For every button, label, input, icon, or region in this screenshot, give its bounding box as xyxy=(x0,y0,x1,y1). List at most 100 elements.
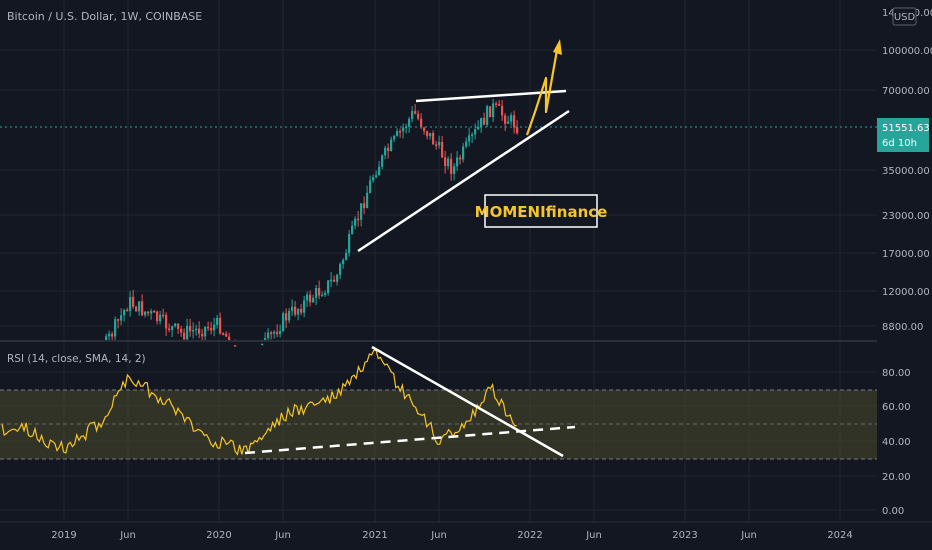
time-tick-jun-2019: Jun xyxy=(119,530,136,541)
candle-body xyxy=(351,225,354,235)
candle-body xyxy=(375,175,378,178)
candle-body xyxy=(282,313,285,332)
candle-body xyxy=(123,309,126,316)
candle-body xyxy=(444,157,447,167)
price-tick-17000: 17000.00 xyxy=(882,249,930,260)
candle-body xyxy=(207,326,210,329)
candle-body xyxy=(309,294,312,303)
candle-body xyxy=(486,106,489,125)
price-axis[interactable]: 140000.00 USD 100000.00 70000.00 35000.0… xyxy=(877,0,932,550)
candle-body xyxy=(234,345,237,347)
candle-body xyxy=(336,274,339,282)
candle-body xyxy=(222,333,225,335)
candle-body xyxy=(474,129,477,135)
candle-body xyxy=(504,115,507,124)
candle-body xyxy=(267,332,270,339)
candle-body xyxy=(342,259,345,265)
candle-body xyxy=(483,117,486,125)
candle-body xyxy=(426,131,429,137)
price-tick-12000: 12000.00 xyxy=(882,287,930,298)
rsi-line xyxy=(1,349,517,456)
candle-body xyxy=(264,338,267,340)
candle-body xyxy=(345,252,348,260)
candle-body xyxy=(294,306,297,315)
candle-body xyxy=(414,111,417,114)
projection-arrow-path xyxy=(525,49,559,136)
rsi-tick-60: 60.00 xyxy=(882,402,911,413)
time-tick-jun-2020: Jun xyxy=(274,530,291,541)
candle-body xyxy=(183,332,186,340)
candle-body xyxy=(171,326,174,331)
candle-body xyxy=(192,330,195,332)
candle-body xyxy=(270,332,273,335)
candle-body xyxy=(162,314,165,317)
candle-body xyxy=(360,203,363,220)
rsi-label: RSI (14, close, SMA, 14, 2) xyxy=(7,353,146,365)
candle-body xyxy=(498,103,501,106)
candle-body xyxy=(144,311,147,316)
candle-body xyxy=(153,311,156,313)
candle-body xyxy=(273,331,276,334)
candle-body xyxy=(438,142,441,146)
candle-body xyxy=(303,300,306,313)
candle-body xyxy=(135,306,138,312)
time-axis[interactable]: 2019 Jun 2020 Jun 2021 Jun 2022 Jun 2023… xyxy=(0,521,932,541)
candle-body xyxy=(213,324,216,331)
candle-body xyxy=(225,333,228,337)
candle-body xyxy=(228,336,231,340)
candle-body xyxy=(216,317,219,325)
candle-body xyxy=(333,279,336,282)
candle-body xyxy=(489,106,492,118)
rsi-support-dashed-line xyxy=(244,425,576,455)
time-tick-2021: 2021 xyxy=(362,530,387,541)
candle-body xyxy=(210,328,213,331)
candle-body xyxy=(297,308,300,315)
candle-body xyxy=(450,158,453,174)
candle-body xyxy=(378,166,381,176)
candle-body xyxy=(261,343,264,346)
candle-body xyxy=(354,218,357,226)
price-tick-35000: 35000.00 xyxy=(882,166,930,177)
candle-body xyxy=(108,333,111,337)
candle-body xyxy=(177,323,180,329)
candle-body xyxy=(432,132,435,145)
candle-body xyxy=(204,326,207,337)
candle-body xyxy=(348,234,351,253)
candle-body xyxy=(312,297,315,303)
candle-body xyxy=(423,127,426,132)
rsi-tick-80: 80.00 xyxy=(882,368,911,379)
candle-body xyxy=(480,117,483,127)
rsi-resistance-line xyxy=(371,345,564,458)
candle-body xyxy=(117,319,120,321)
candle-body xyxy=(447,158,450,167)
candle-body xyxy=(111,333,114,337)
candle-body xyxy=(285,313,288,321)
candle-body xyxy=(471,134,474,136)
rsi-panel[interactable] xyxy=(0,345,877,460)
candle-body xyxy=(138,301,141,312)
candle-body xyxy=(219,317,222,334)
candle-body xyxy=(186,326,189,340)
candle-body xyxy=(369,180,372,193)
rsi-tick-20: 20.00 xyxy=(882,472,911,483)
candle-body xyxy=(357,218,360,221)
candle-body xyxy=(105,336,108,340)
candle-body xyxy=(279,331,282,335)
currency-badge[interactable] xyxy=(892,7,917,26)
candle-body xyxy=(384,147,387,156)
candle-body xyxy=(399,130,402,133)
candle-body xyxy=(132,296,135,307)
price-tick-70000: 70000.00 xyxy=(882,86,930,97)
candle-body xyxy=(201,333,204,337)
time-tick-2022: 2022 xyxy=(517,530,542,541)
candle-body xyxy=(492,103,495,118)
candle-body xyxy=(468,135,471,142)
candle-body xyxy=(156,311,159,322)
candle-body xyxy=(501,105,504,116)
candle-body xyxy=(366,192,369,209)
chart-grid xyxy=(0,0,877,522)
candle-body xyxy=(417,113,420,119)
candle-body xyxy=(114,319,117,337)
candle-body xyxy=(306,294,309,301)
